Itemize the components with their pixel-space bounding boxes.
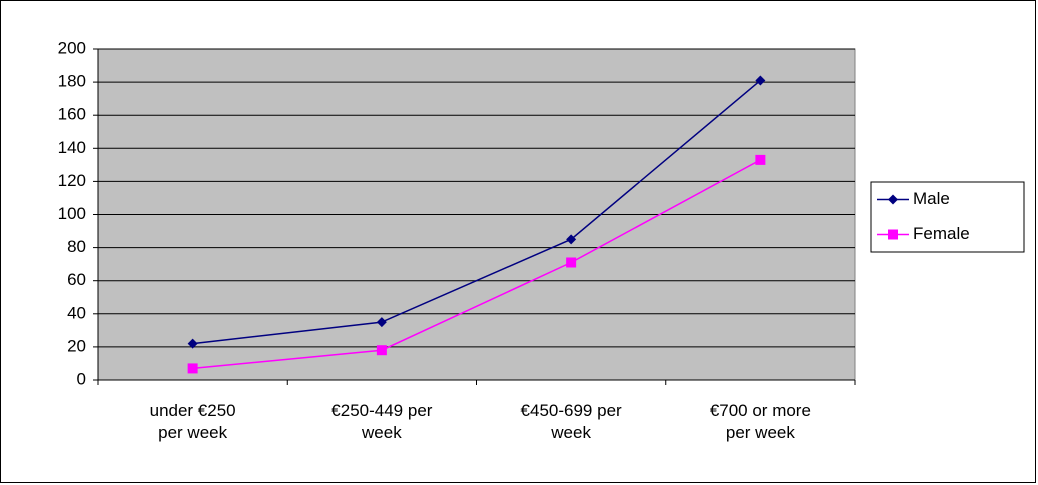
- y-tick-label: 40: [67, 303, 86, 322]
- data-point: [376, 345, 387, 356]
- data-point: [755, 75, 766, 86]
- series-line: [192, 79, 761, 345]
- data-point: [187, 363, 198, 374]
- y-tick-label: 80: [67, 237, 86, 256]
- legend-label: Female: [913, 224, 970, 243]
- x-tick-label: €700 or more per week: [710, 401, 811, 442]
- data-point: [187, 338, 198, 349]
- x-tick-label: €250-449 per week: [331, 401, 432, 442]
- data-point: [566, 234, 577, 245]
- legend-marker: [888, 229, 898, 240]
- data-point: [376, 317, 387, 328]
- y-tick-label: 100: [58, 204, 86, 223]
- y-tick-label: 160: [58, 105, 86, 124]
- data-point: [566, 257, 577, 268]
- y-tick-label: 200: [58, 38, 86, 57]
- x-tick-label: €450-699 per week: [521, 401, 622, 442]
- y-tick-label: 140: [58, 138, 86, 157]
- series-line: [192, 159, 761, 370]
- y-tick-label: 60: [67, 270, 86, 289]
- legend-label: Male: [913, 189, 950, 208]
- x-tick-label: under €250 per week: [150, 401, 236, 442]
- y-tick-label: 120: [58, 171, 86, 190]
- data-point: [755, 154, 766, 165]
- legend-marker: [888, 194, 898, 205]
- legend: Male Female: [870, 181, 1025, 253]
- legend-box: [870, 181, 1025, 253]
- y-tick-label: 180: [58, 72, 86, 91]
- y-tick-label: 0: [77, 369, 86, 388]
- y-tick-label: 20: [67, 336, 86, 355]
